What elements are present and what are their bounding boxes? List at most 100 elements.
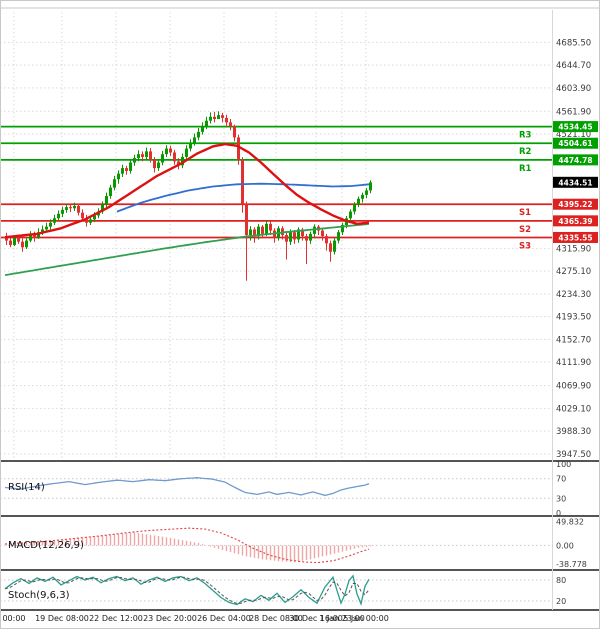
candle-body [121, 168, 124, 174]
stoch-axis-label: 20 [556, 597, 566, 606]
candle-body [93, 215, 96, 220]
price-axis-label: 4521.10 [556, 130, 591, 140]
candle-body [233, 126, 236, 138]
stoch-axis-label: 80 [556, 576, 566, 585]
rsi-axis-label: 100 [556, 460, 571, 469]
candle-body [77, 206, 80, 213]
macd-panel-label: MACD(12,26,9) [8, 540, 84, 551]
candle-body [313, 226, 316, 234]
candle-body [49, 222, 52, 227]
ma-slow-line [4, 222, 370, 276]
price-axis-label: 4685.50 [556, 38, 591, 48]
candle-body [153, 159, 156, 169]
candle-body [229, 122, 232, 127]
support-name-label: S2 [519, 225, 531, 235]
candle-body [45, 226, 48, 230]
candle-body [293, 232, 296, 240]
candle-body [25, 240, 28, 248]
support-price-box [553, 198, 598, 210]
price-axis-label: 4561.90 [556, 107, 591, 117]
candle-body [117, 173, 120, 180]
candle-body [309, 233, 312, 241]
candle-body [349, 211, 352, 219]
candle-body [185, 148, 188, 157]
resistance-price-text: 4534.45 [558, 123, 592, 132]
candle-body [53, 218, 56, 223]
candle-body [33, 235, 36, 238]
price-axis-label: 4644.70 [556, 61, 591, 71]
candle-body [245, 204, 248, 235]
candle-body [65, 207, 68, 210]
candle-body [105, 195, 108, 205]
candle-body [361, 194, 364, 199]
price-axis-label: 4029.10 [556, 404, 591, 414]
candle-body [365, 190, 368, 195]
candle-body [129, 162, 132, 171]
price-axis-label: 4111.90 [556, 358, 591, 368]
ma-fast-line [4, 142, 370, 239]
stoch-d-line [4, 576, 370, 605]
ma-mid-line [116, 182, 370, 213]
candle-body [285, 235, 288, 242]
candle-body [161, 154, 164, 163]
candle-body [225, 117, 228, 123]
candle-body [177, 161, 180, 166]
candle-body [21, 241, 24, 248]
candle-body [217, 115, 220, 120]
candle-body [329, 243, 332, 252]
candle-body [253, 229, 256, 237]
macd-axis-label: -38.778 [556, 560, 587, 569]
stoch-k-line [4, 574, 370, 606]
candle-body [209, 116, 212, 121]
candle-body [125, 168, 128, 171]
price-axis-label: 4193.50 [556, 313, 591, 323]
candle-body [113, 179, 116, 188]
stoch-panel-label: Stoch(9,6,3) [8, 590, 70, 601]
time-axis-label: 28 Dec 08:00 [249, 614, 303, 623]
candle-body [89, 219, 92, 223]
candle-body [5, 236, 8, 241]
candle-body [145, 151, 148, 157]
candle-body [237, 137, 240, 160]
candle-body [133, 158, 136, 163]
time-axis-label: 5 Jan 00:00 [343, 614, 389, 623]
candle-body [265, 223, 268, 234]
current-price-text: 4434.51 [558, 178, 592, 187]
price-axis-label: 4152.70 [556, 335, 591, 345]
support-name-label: S1 [519, 208, 531, 218]
support-price-text: 4365.39 [558, 217, 592, 226]
time-axis-label: 23 Dec 20:00 [143, 614, 197, 623]
time-axis-label: 22 Dec 12:00 [89, 614, 143, 623]
candle-body [221, 115, 224, 118]
candle-body [141, 154, 144, 157]
price-axis-label: 4275.10 [556, 267, 591, 277]
candle-body [249, 229, 252, 235]
candle-body [165, 148, 168, 155]
support-price-text: 4335.55 [558, 233, 592, 242]
candle-body [289, 232, 292, 242]
candle-body [357, 198, 360, 205]
resistance-price-box [553, 154, 598, 166]
rsi-line [4, 477, 370, 497]
candle-body [37, 232, 40, 238]
candle-body [169, 148, 172, 153]
candle-body [149, 151, 152, 160]
time-axis-label: 30 Dec 16:00 [289, 614, 343, 623]
candle-body [109, 187, 112, 196]
candle-body [189, 143, 192, 149]
candle-body [181, 156, 184, 166]
current-price-box [553, 176, 598, 188]
candle-body [241, 159, 244, 205]
candle-body [305, 236, 308, 241]
candle-body [101, 204, 104, 212]
candle-body [321, 230, 324, 237]
candle-body [337, 232, 340, 241]
candle-body [193, 137, 196, 144]
resistance-price-text: 4474.78 [558, 156, 592, 165]
candle-body [297, 229, 300, 240]
resistance-name-label: R2 [519, 147, 532, 157]
candle-body [201, 126, 204, 132]
